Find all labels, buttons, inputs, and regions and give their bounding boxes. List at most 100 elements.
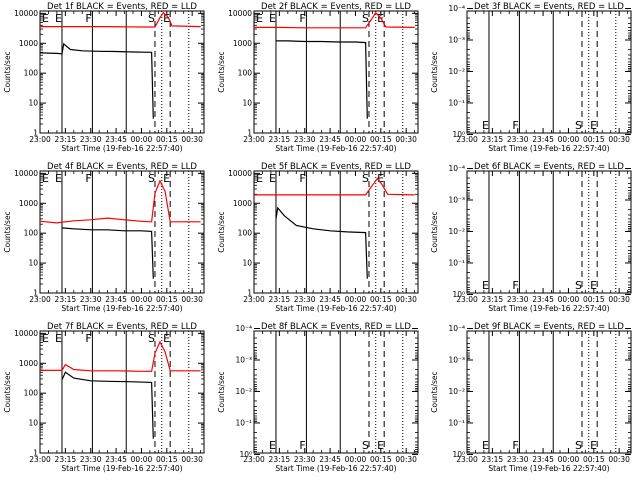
y-tick-label: 10⁻¹ xyxy=(235,418,252,427)
y-tick-label: 1000 xyxy=(233,39,252,48)
x-tick-label: 00:30 xyxy=(608,135,630,144)
x-tick-label: 23:45 xyxy=(319,455,341,464)
events-series-line xyxy=(39,42,154,119)
x-axis-label: Start Time (19-Feb-16 22:57:40) xyxy=(61,144,182,153)
panel-det-4: Det 4f BLACK = Events, RED = LLD 1 10 100 10… xyxy=(3,162,205,313)
y-tick-label: 10⁻⁴ xyxy=(448,324,465,333)
y-tick-label: 1000 xyxy=(19,199,38,208)
y-tick-label: 10000 xyxy=(14,329,38,338)
x-tick-label: 23:30 xyxy=(507,295,529,304)
x-tick-label: 00:30 xyxy=(181,295,203,304)
panel-title: Det 9f BLACK = Events, RED = LLD xyxy=(474,322,624,332)
marker-letter: E xyxy=(163,172,170,185)
x-axis-label: Start Time (19-Feb-16 22:57:40) xyxy=(61,464,182,473)
x-axis-label: Start Time (19-Feb-16 22:57:40) xyxy=(488,304,609,313)
marker-letter: E xyxy=(42,332,49,345)
y-tick-label: 10 xyxy=(28,259,38,268)
x-tick-label: 23:45 xyxy=(532,455,554,464)
x-axis-label: Start Time (19-Feb-16 22:57:40) xyxy=(61,304,182,313)
panel-det-9: Det 9f BLACK = Events, RED = LLD 10⁰ 10⁻¹ 1… xyxy=(430,322,632,473)
y-axis-label: Counts/sec xyxy=(430,211,439,252)
x-tick-label: 23:15 xyxy=(269,455,291,464)
x-axis-label: Start Time (19-Feb-16 22:57:40) xyxy=(275,304,396,313)
marker-letter: E xyxy=(482,119,489,132)
x-tick-label: 00:00 xyxy=(345,135,367,144)
marker-letter: S xyxy=(362,12,369,25)
panel-title: Det 8f BLACK = Events, RED = LLD xyxy=(261,322,411,332)
marker-letter: E xyxy=(269,12,276,25)
y-tick-label: 10000 xyxy=(228,169,252,178)
panel-title: Det 3f BLACK = Events, RED = LLD xyxy=(474,2,624,12)
marker-letter: S xyxy=(148,12,155,25)
y-tick-label: 10⁻³ xyxy=(448,195,465,204)
lld-series-line xyxy=(39,179,201,224)
x-tick-label: 23:00 xyxy=(243,135,265,144)
y-tick-label: 1 xyxy=(33,449,38,458)
x-tick-label: 23:45 xyxy=(105,135,127,144)
y-tick-label: 10⁻¹ xyxy=(448,98,465,107)
panel-det-8: Det 8f BLACK = Events, RED = LLD 10⁰ 10⁻¹ 1… xyxy=(217,322,419,473)
panel-title: Det 6f BLACK = Events, RED = LLD xyxy=(474,162,624,172)
marker-letter: E xyxy=(163,12,170,25)
marker-letter: E xyxy=(256,12,263,25)
y-tick-label: 1 xyxy=(247,129,252,138)
marker-letter: F xyxy=(85,332,91,345)
panel-title: Det 7f BLACK = Events, RED = LLD xyxy=(47,322,197,332)
x-tick-label: 23:45 xyxy=(105,295,127,304)
events-series-line xyxy=(276,40,368,119)
y-tick-label: 100 xyxy=(238,69,253,78)
panel-title: Det 2f BLACK = Events, RED = LLD xyxy=(261,2,411,12)
plot-frame xyxy=(466,10,632,134)
y-tick-label: 100 xyxy=(24,69,39,78)
panel-title: Det 5f BLACK = Events, RED = LLD xyxy=(261,162,411,172)
x-tick-label: 23:15 xyxy=(55,135,77,144)
lld-series-line xyxy=(254,11,415,29)
x-tick-label: 00:00 xyxy=(131,455,153,464)
x-tick-label: 23:15 xyxy=(55,295,77,304)
y-tick-label: 10⁰ xyxy=(239,450,252,459)
y-tick-label: 10⁻¹ xyxy=(448,418,465,427)
marker-letter: S xyxy=(148,332,155,345)
x-tick-label: 23:15 xyxy=(482,295,504,304)
x-tick-label: 00:30 xyxy=(395,455,417,464)
plot-frame xyxy=(253,10,419,134)
x-axis-label: Start Time (19-Feb-16 22:57:40) xyxy=(488,144,609,153)
y-axis-label: Counts/sec xyxy=(430,51,439,92)
lld-series-line xyxy=(254,177,415,196)
x-tick-label: 00:00 xyxy=(558,135,580,144)
x-tick-label: 23:00 xyxy=(243,295,265,304)
y-tick-label: 10⁰ xyxy=(452,450,465,459)
events-series-line xyxy=(61,371,154,439)
x-tick-label: 23:15 xyxy=(269,135,291,144)
y-tick-label: 10⁻⁴ xyxy=(235,324,252,333)
y-tick-label: 10000 xyxy=(228,9,252,18)
panel-det-5: Det 5f BLACK = Events, RED = LLD 1 10 100 10… xyxy=(217,162,419,313)
marker-letter: F xyxy=(512,439,518,452)
marker-letter: E xyxy=(55,332,62,345)
events-series-line xyxy=(61,227,154,279)
y-tick-label: 1000 xyxy=(19,359,38,368)
y-tick-label: 10⁻⁴ xyxy=(448,164,465,173)
x-tick-label: 00:15 xyxy=(370,295,392,304)
x-tick-label: 23:15 xyxy=(482,135,504,144)
y-tick-label: 1 xyxy=(33,129,38,138)
y-tick-label: 10⁻³ xyxy=(235,355,252,364)
marker-letter: E xyxy=(482,439,489,452)
y-tick-label: 1 xyxy=(33,289,38,298)
y-tick-label: 1000 xyxy=(19,39,38,48)
y-axis-label: Counts/sec xyxy=(217,371,226,412)
y-axis-label: Counts/sec xyxy=(3,51,12,92)
panel-det-6: Det 6f BLACK = Events, RED = LLD 10⁰ 10⁻¹ 1… xyxy=(430,162,632,313)
x-tick-label: 00:00 xyxy=(345,295,367,304)
x-tick-label: 00:15 xyxy=(583,295,605,304)
y-tick-label: 100 xyxy=(24,229,39,238)
marker-letter: F xyxy=(512,279,518,292)
x-tick-label: 23:30 xyxy=(507,135,529,144)
plot-frame xyxy=(253,170,419,294)
x-tick-label: 00:15 xyxy=(156,135,178,144)
x-tick-label: 23:00 xyxy=(29,295,51,304)
marker-letter: E xyxy=(42,172,49,185)
marker-letter: F xyxy=(85,172,91,185)
